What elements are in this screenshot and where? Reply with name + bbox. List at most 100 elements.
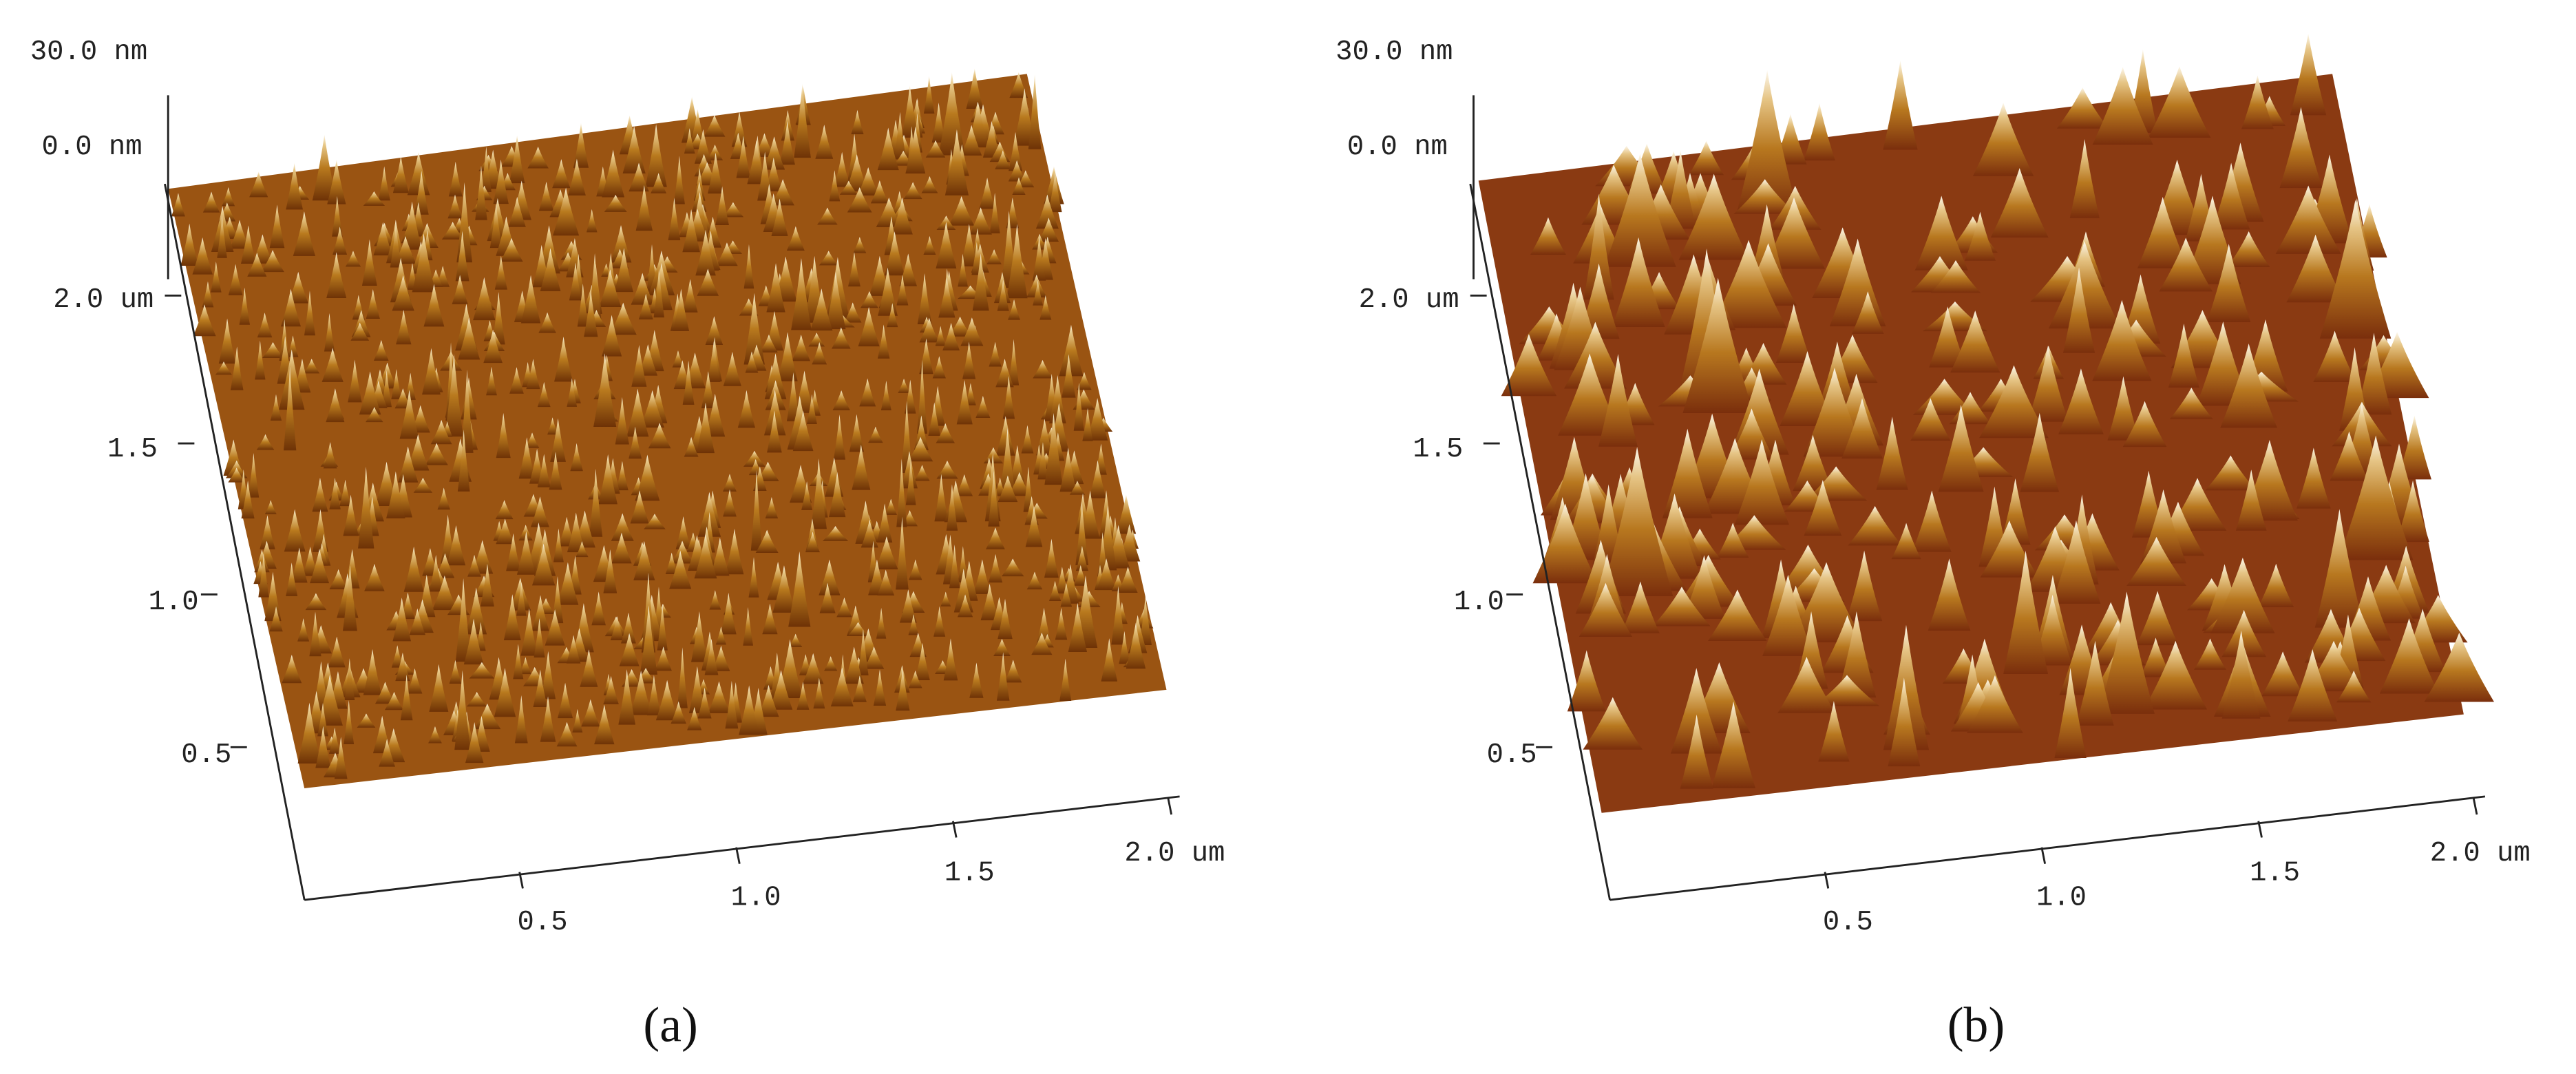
surface-peak: [228, 264, 243, 295]
surface-peak: [2288, 649, 2338, 722]
surface-peak: [509, 135, 525, 184]
surface-peak: [547, 417, 558, 435]
surface-peak: [332, 227, 348, 255]
surface-peak: [614, 248, 633, 293]
surfaces: [168, 33, 2495, 813]
surface-peak: [255, 340, 266, 380]
surface-peak: [1059, 658, 1072, 701]
surface-peak: [481, 563, 494, 607]
surface-peak: [202, 281, 214, 308]
surface-peak: [870, 180, 889, 204]
surface-peak: [2137, 197, 2188, 268]
surface-peak: [806, 394, 817, 425]
surface-peak: [288, 271, 308, 304]
surface-peak: [1074, 565, 1088, 586]
surface-peak: [684, 436, 699, 457]
surface-peak: [264, 500, 277, 515]
surface-peak: [824, 656, 838, 671]
surface-peak: [894, 112, 907, 160]
surface-peak: [321, 348, 344, 382]
surface-peak: [877, 324, 890, 359]
surface-peak: [1928, 558, 1971, 631]
x-tick: [518, 872, 524, 889]
surface-peak: [2136, 591, 2179, 646]
surface-peak: [743, 244, 754, 289]
surface-peak: [958, 253, 968, 287]
surface-peak: [269, 204, 285, 249]
surface-peak: [1087, 398, 1108, 441]
surface-peak: [239, 287, 251, 325]
surface-peak: [1002, 376, 1015, 419]
surface-peak: [983, 447, 1004, 464]
surface-peak: [348, 359, 362, 403]
surface-peak: [398, 446, 419, 483]
surface-peak: [2314, 509, 2364, 628]
surface-peak: [844, 302, 862, 323]
surface-peak: [704, 638, 719, 675]
surface-peak: [1039, 295, 1052, 320]
surface-peak: [899, 589, 917, 623]
surface-peak: [1530, 217, 1566, 255]
surface-peak: [469, 662, 495, 679]
surface-peak: [830, 667, 854, 707]
surface-peak: [262, 341, 284, 359]
surface-peak: [815, 125, 834, 159]
surface-peak: [682, 279, 698, 313]
surface-peak: [934, 474, 949, 522]
surface-peak: [707, 145, 724, 160]
surface-peak: [357, 713, 376, 728]
surface-peak: [997, 280, 1009, 311]
surface-peak: [1979, 365, 2049, 439]
surface-peak: [437, 487, 450, 510]
surface-peak: [328, 636, 346, 668]
surface-peak: [2221, 609, 2266, 657]
surface-peak: [725, 680, 739, 729]
surface-peak: [193, 304, 216, 337]
surface-peak: [1001, 558, 1024, 577]
surface-peak: [988, 470, 1000, 527]
surface-peak: [1126, 622, 1146, 669]
surface-peak: [2290, 33, 2327, 116]
surface-peak: [270, 394, 282, 421]
surface-peak: [531, 595, 549, 631]
surface-peak: [458, 317, 481, 360]
surface-peak: [898, 378, 910, 393]
surface-peak: [248, 452, 260, 498]
surface-peak: [723, 474, 737, 492]
surface-peak: [803, 653, 824, 684]
surface-peak: [1008, 299, 1020, 320]
surface-peak: [570, 443, 583, 472]
surface-peak: [2396, 480, 2429, 543]
surface-peak: [552, 159, 571, 189]
x-tick: [2472, 797, 2478, 815]
surface-peak: [1846, 550, 1883, 622]
surface-peak: [1775, 304, 1812, 363]
surface-peak: [618, 669, 636, 725]
surface-peak: [577, 283, 589, 327]
surface-peak: [494, 255, 507, 290]
surface-peak: [302, 547, 318, 576]
surface-peak: [287, 335, 299, 357]
surface-peak: [682, 360, 695, 405]
surface-peak: [899, 253, 917, 286]
surface-peak: [852, 675, 867, 702]
surface-peak: [817, 207, 838, 225]
surface-peak: [993, 638, 1011, 656]
surface-peak: [861, 519, 878, 548]
surface-peak: [171, 193, 185, 217]
surface-peak: [935, 326, 946, 346]
surface-peak: [1118, 567, 1138, 593]
surface-peak: [604, 194, 627, 212]
surface-peak: [1972, 103, 2034, 176]
surface-peak: [413, 477, 433, 493]
surface-peak: [363, 649, 382, 695]
surface-peak: [640, 605, 658, 675]
surface-peak: [540, 651, 556, 699]
surface-peak: [760, 335, 778, 352]
surface-peak: [960, 224, 978, 266]
surface-peak: [506, 533, 521, 571]
x-tick: [2040, 847, 2047, 864]
x-tick: [1167, 797, 1173, 815]
surface-peak: [755, 529, 779, 554]
surface-peak: [975, 395, 991, 418]
